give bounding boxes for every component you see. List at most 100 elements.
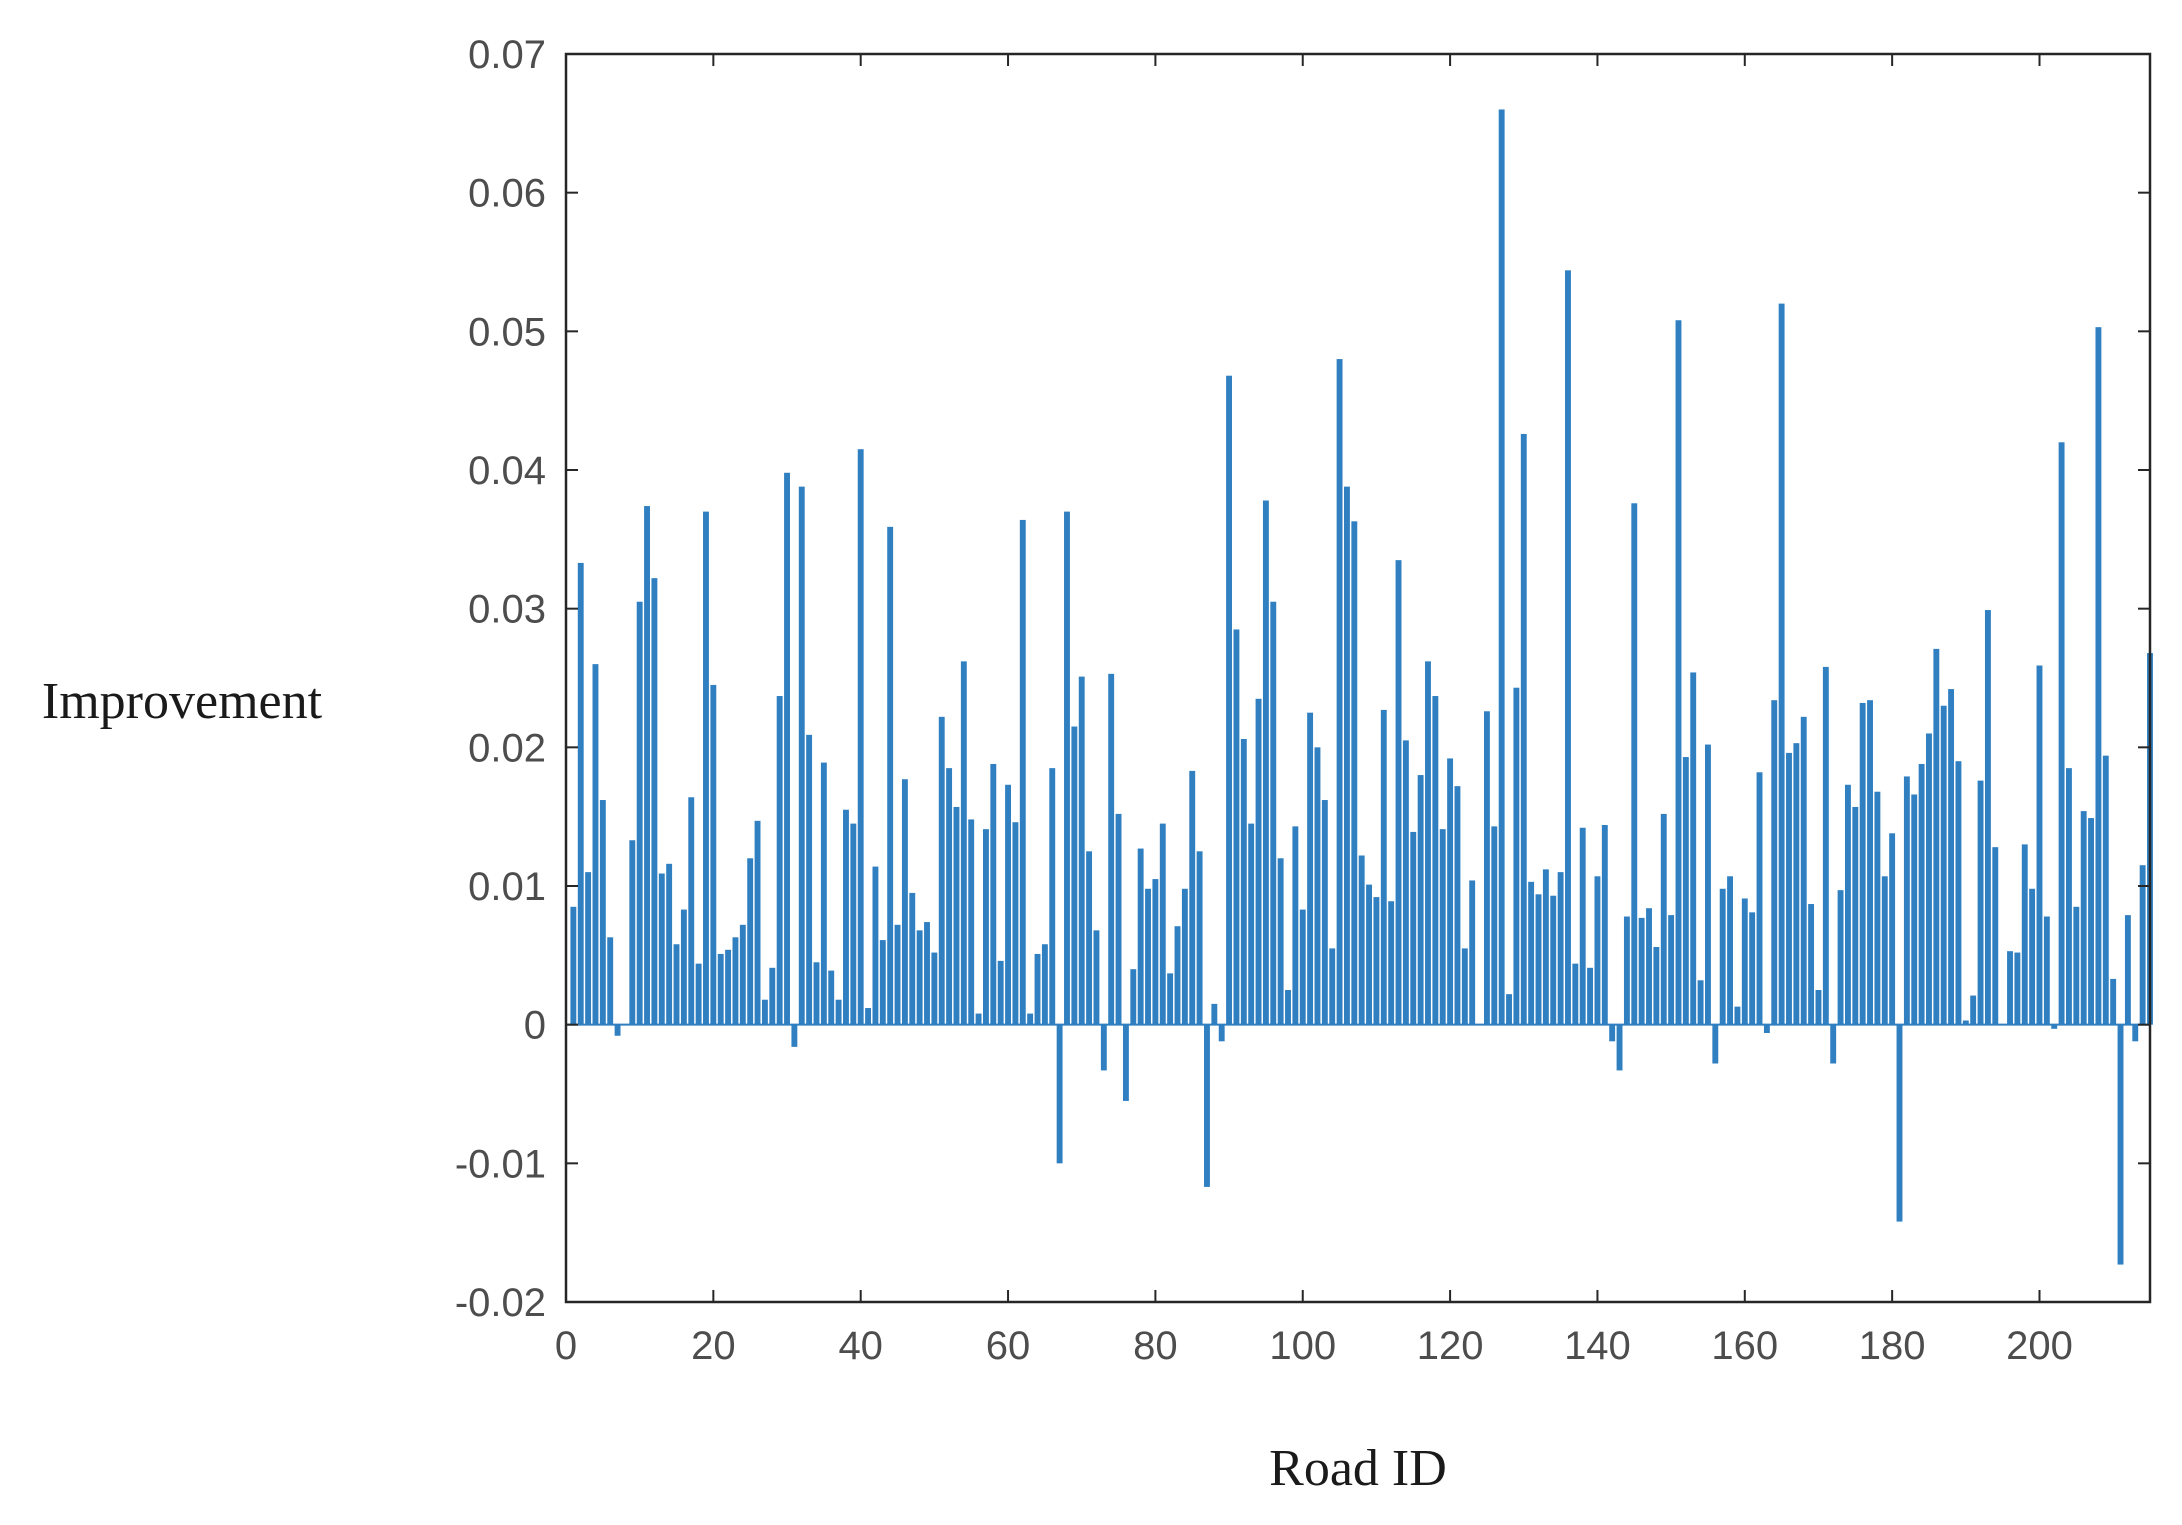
bar [983, 829, 989, 1025]
bar [1771, 700, 1778, 1025]
bar [1535, 894, 1542, 1025]
bar [1100, 1024, 1107, 1071]
bar [1041, 944, 1048, 1025]
bar [732, 937, 739, 1025]
bar [717, 953, 724, 1025]
bar [1439, 829, 1446, 1025]
x-tick-label: 60 [986, 1324, 1031, 1368]
bar [1388, 901, 1395, 1025]
bar [1660, 813, 1667, 1025]
bar [1874, 791, 1881, 1025]
bar [1218, 1024, 1225, 1042]
bar [1056, 1024, 1063, 1164]
bar [1896, 1024, 1903, 1222]
bar [1417, 775, 1424, 1025]
x-axis-title: Road ID [1269, 1440, 1447, 1497]
bar [1262, 500, 1269, 1025]
bar [1808, 904, 1815, 1025]
y-axis-title: Improvement [42, 673, 323, 730]
bar [651, 578, 658, 1025]
bar [761, 999, 768, 1025]
bar [1528, 881, 1535, 1025]
bar [1314, 747, 1321, 1025]
bar [997, 960, 1004, 1025]
y-tick-label: 0.02 [468, 726, 546, 770]
bar [614, 1024, 621, 1036]
bar [1646, 908, 1652, 1025]
bar [1498, 109, 1505, 1025]
bar [1844, 784, 1851, 1025]
bar [1719, 888, 1726, 1025]
bar [710, 684, 717, 1025]
bar [1550, 895, 1557, 1025]
bar [1034, 953, 1041, 1025]
bar [2051, 1024, 2058, 1029]
bar [1211, 1003, 1218, 1025]
bar [1653, 947, 1660, 1025]
bar [1152, 879, 1159, 1025]
bar [1756, 772, 1763, 1025]
bar [931, 952, 938, 1025]
bar [754, 820, 761, 1025]
bar [1358, 855, 1365, 1025]
bar [1734, 1006, 1741, 1025]
bar [806, 734, 813, 1025]
bar [843, 809, 849, 1025]
bar [1145, 888, 1151, 1025]
bar [1984, 610, 1991, 1025]
bar [688, 797, 695, 1025]
bar [644, 506, 650, 1025]
bar [1159, 823, 1166, 1025]
bar [1122, 1024, 1129, 1101]
x-tick-label: 80 [1133, 1324, 1178, 1368]
bar [1955, 761, 1962, 1025]
bar [1889, 833, 1896, 1025]
bar [2014, 952, 2021, 1025]
bar-series [566, 109, 2153, 1265]
bar [1321, 800, 1328, 1025]
bar [960, 661, 967, 1025]
bar [1565, 270, 1571, 1025]
bar [1019, 519, 1026, 1025]
bar [1410, 831, 1417, 1025]
bar [1933, 648, 1940, 1025]
bar [666, 863, 673, 1025]
bar [1086, 851, 1093, 1025]
bar [2007, 951, 2013, 1025]
bar [2058, 442, 2065, 1025]
bar [1432, 696, 1439, 1025]
bar [1483, 711, 1490, 1025]
y-tick-label: 0.04 [468, 449, 546, 493]
bar [953, 806, 960, 1025]
bar [1778, 303, 1785, 1025]
bar [1911, 794, 1918, 1025]
bar [1837, 890, 1844, 1025]
bar [1631, 503, 1638, 1025]
x-axis: 0 20 40 60 80 100 120 140 160 180 200 [555, 54, 2073, 1368]
x-tick-label: 0 [555, 1324, 577, 1368]
bar [1240, 739, 1247, 1025]
bar [2088, 818, 2094, 1025]
bar [725, 949, 732, 1025]
bar [1623, 916, 1630, 1025]
bar [784, 472, 790, 1025]
bar [1255, 698, 1262, 1025]
bar [1336, 359, 1343, 1025]
bar [1366, 884, 1372, 1025]
bar [1277, 858, 1284, 1025]
bar [1130, 969, 1137, 1025]
bar [1903, 776, 1910, 1025]
bar [1189, 770, 1196, 1025]
bar [938, 716, 945, 1025]
bar [2117, 1024, 2124, 1265]
bar [1344, 486, 1350, 1025]
bar [887, 526, 894, 1025]
bar [2036, 665, 2043, 1025]
bar [1940, 705, 1947, 1025]
y-tick-label: 0.06 [468, 172, 546, 216]
bar [1461, 948, 1468, 1025]
bar [901, 779, 908, 1025]
bar [1594, 876, 1601, 1025]
bar [1292, 826, 1299, 1025]
